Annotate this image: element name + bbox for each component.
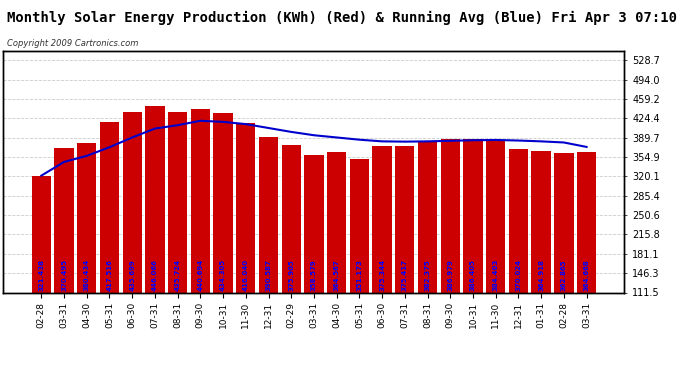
Bar — [395, 146, 415, 292]
Text: 390.587: 390.587 — [266, 260, 271, 291]
Text: 435.699: 435.699 — [129, 260, 135, 291]
Bar — [441, 139, 460, 292]
Text: 375.905: 375.905 — [288, 260, 294, 291]
Text: 358.579: 358.579 — [311, 260, 317, 291]
Bar — [146, 106, 165, 292]
Text: 417.516: 417.516 — [106, 260, 112, 291]
Bar — [32, 176, 51, 292]
Text: 382.375: 382.375 — [424, 260, 431, 291]
Text: 364.668: 364.668 — [584, 260, 589, 291]
Text: 386.405: 386.405 — [470, 260, 476, 291]
Bar — [509, 148, 528, 292]
Bar — [350, 159, 369, 292]
Bar — [486, 141, 505, 292]
Bar — [577, 152, 596, 292]
Bar — [554, 153, 573, 292]
Bar — [282, 146, 301, 292]
Text: 370.495: 370.495 — [61, 260, 67, 291]
Bar — [304, 155, 324, 292]
Bar — [100, 122, 119, 292]
Text: 321.438: 321.438 — [39, 260, 44, 291]
Bar — [259, 137, 278, 292]
Bar — [531, 152, 551, 292]
Bar — [77, 143, 97, 292]
Text: 386.979: 386.979 — [447, 260, 453, 291]
Text: 416.040: 416.040 — [243, 259, 249, 291]
Text: 384.403: 384.403 — [493, 259, 499, 291]
Bar — [55, 148, 74, 292]
Text: 362.865: 362.865 — [561, 260, 567, 291]
Text: 364.918: 364.918 — [538, 260, 544, 291]
Text: 351.173: 351.173 — [357, 260, 362, 291]
Text: 375.417: 375.417 — [402, 260, 408, 291]
Text: 375.344: 375.344 — [379, 259, 385, 291]
Bar — [463, 140, 482, 292]
Bar — [168, 112, 187, 292]
Text: 434.305: 434.305 — [220, 259, 226, 291]
Text: 380.434: 380.434 — [83, 259, 90, 291]
Text: 440.694: 440.694 — [197, 259, 204, 291]
Text: Copyright 2009 Cartronics.com: Copyright 2009 Cartronics.com — [7, 39, 138, 48]
Bar — [373, 146, 392, 292]
Text: 370.024: 370.024 — [515, 260, 522, 291]
Bar — [236, 123, 255, 292]
Bar — [213, 113, 233, 292]
Text: 435.724: 435.724 — [175, 260, 181, 291]
Bar — [418, 142, 437, 292]
Text: 446.066: 446.066 — [152, 260, 158, 291]
Bar — [123, 112, 142, 292]
Bar — [327, 152, 346, 292]
Bar — [190, 109, 210, 292]
Text: 364.567: 364.567 — [334, 260, 339, 291]
Text: Monthly Solar Energy Production (KWh) (Red) & Running Avg (Blue) Fri Apr 3 07:10: Monthly Solar Energy Production (KWh) (R… — [7, 11, 677, 26]
